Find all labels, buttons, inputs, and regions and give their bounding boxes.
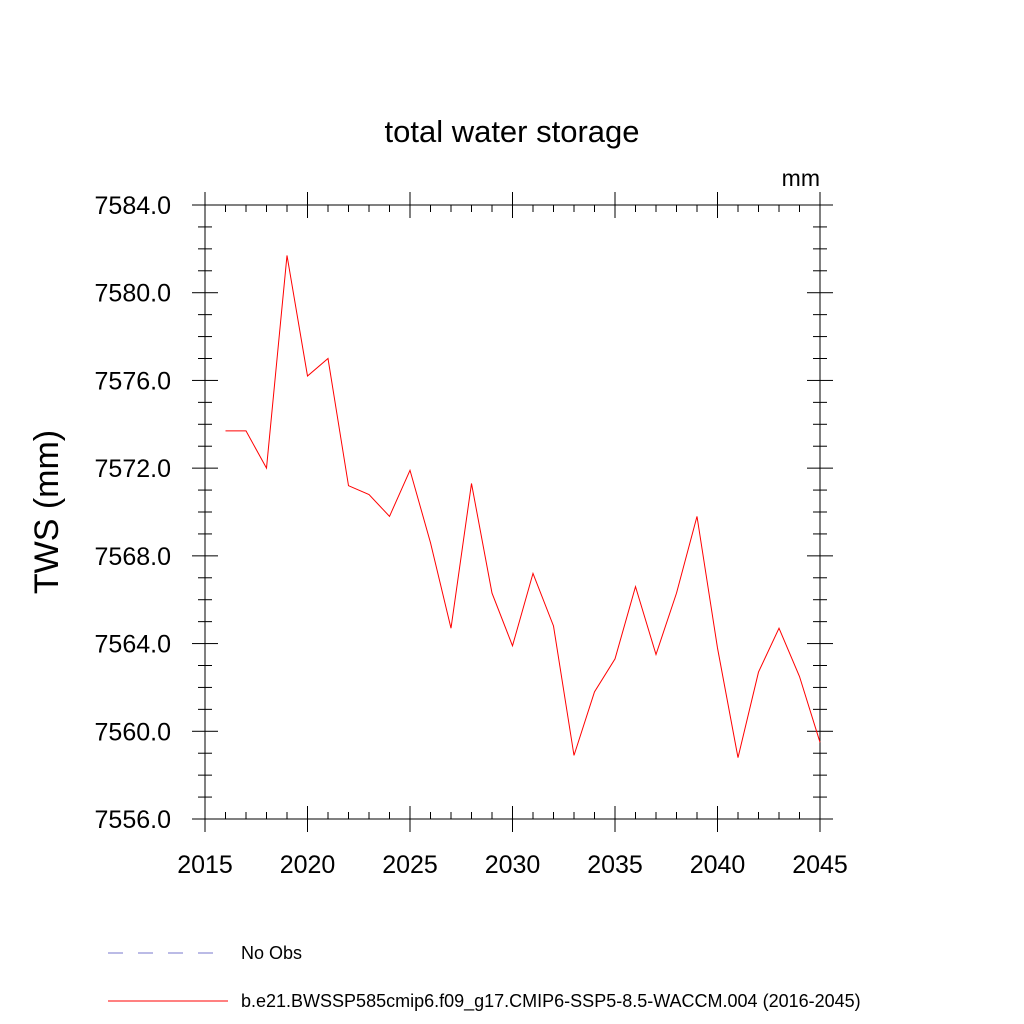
x-tick-label: 2040	[690, 851, 746, 879]
y-tick-label: 7576.0	[95, 367, 171, 395]
legend-no-obs-label: No Obs	[241, 943, 302, 963]
y-tick-label: 7572.0	[95, 455, 171, 483]
y-tick-label: 7560.0	[95, 718, 171, 746]
x-tick-label: 2035	[587, 851, 643, 879]
x-tick-label: 2030	[485, 851, 541, 879]
y-tick-label: 7568.0	[95, 543, 171, 571]
legend: No Obs b.e21.BWSSP585cmip6.f09_g17.CMIP6…	[108, 943, 861, 1012]
y-axis-label: TWS (mm)	[28, 430, 66, 594]
plot-frame	[204, 204, 821, 820]
series-layer	[225, 255, 821, 758]
x-tick-label: 2045	[792, 851, 848, 879]
legend-model-label: b.e21.BWSSP585cmip6.f09_g17.CMIP6-SSP5-8…	[241, 991, 861, 1012]
axis-tick-labels: 2015 2020 2025 2030 2035 2040 2045 7556.0 7560.0…	[95, 192, 848, 879]
x-tick-label: 2015	[177, 851, 233, 879]
y-tick-label: 7564.0	[95, 631, 171, 659]
x-tick-label: 2025	[382, 851, 438, 879]
y-tick-label: 7556.0	[95, 806, 171, 834]
units-label: mm	[782, 165, 820, 191]
axis-ticks	[192, 192, 833, 832]
x-tick-label: 2020	[280, 851, 336, 879]
chart-title: total water storage	[384, 114, 639, 149]
y-tick-label: 7580.0	[95, 280, 171, 308]
y-tick-label: 7584.0	[95, 192, 171, 220]
series-line-tws	[225, 255, 821, 758]
